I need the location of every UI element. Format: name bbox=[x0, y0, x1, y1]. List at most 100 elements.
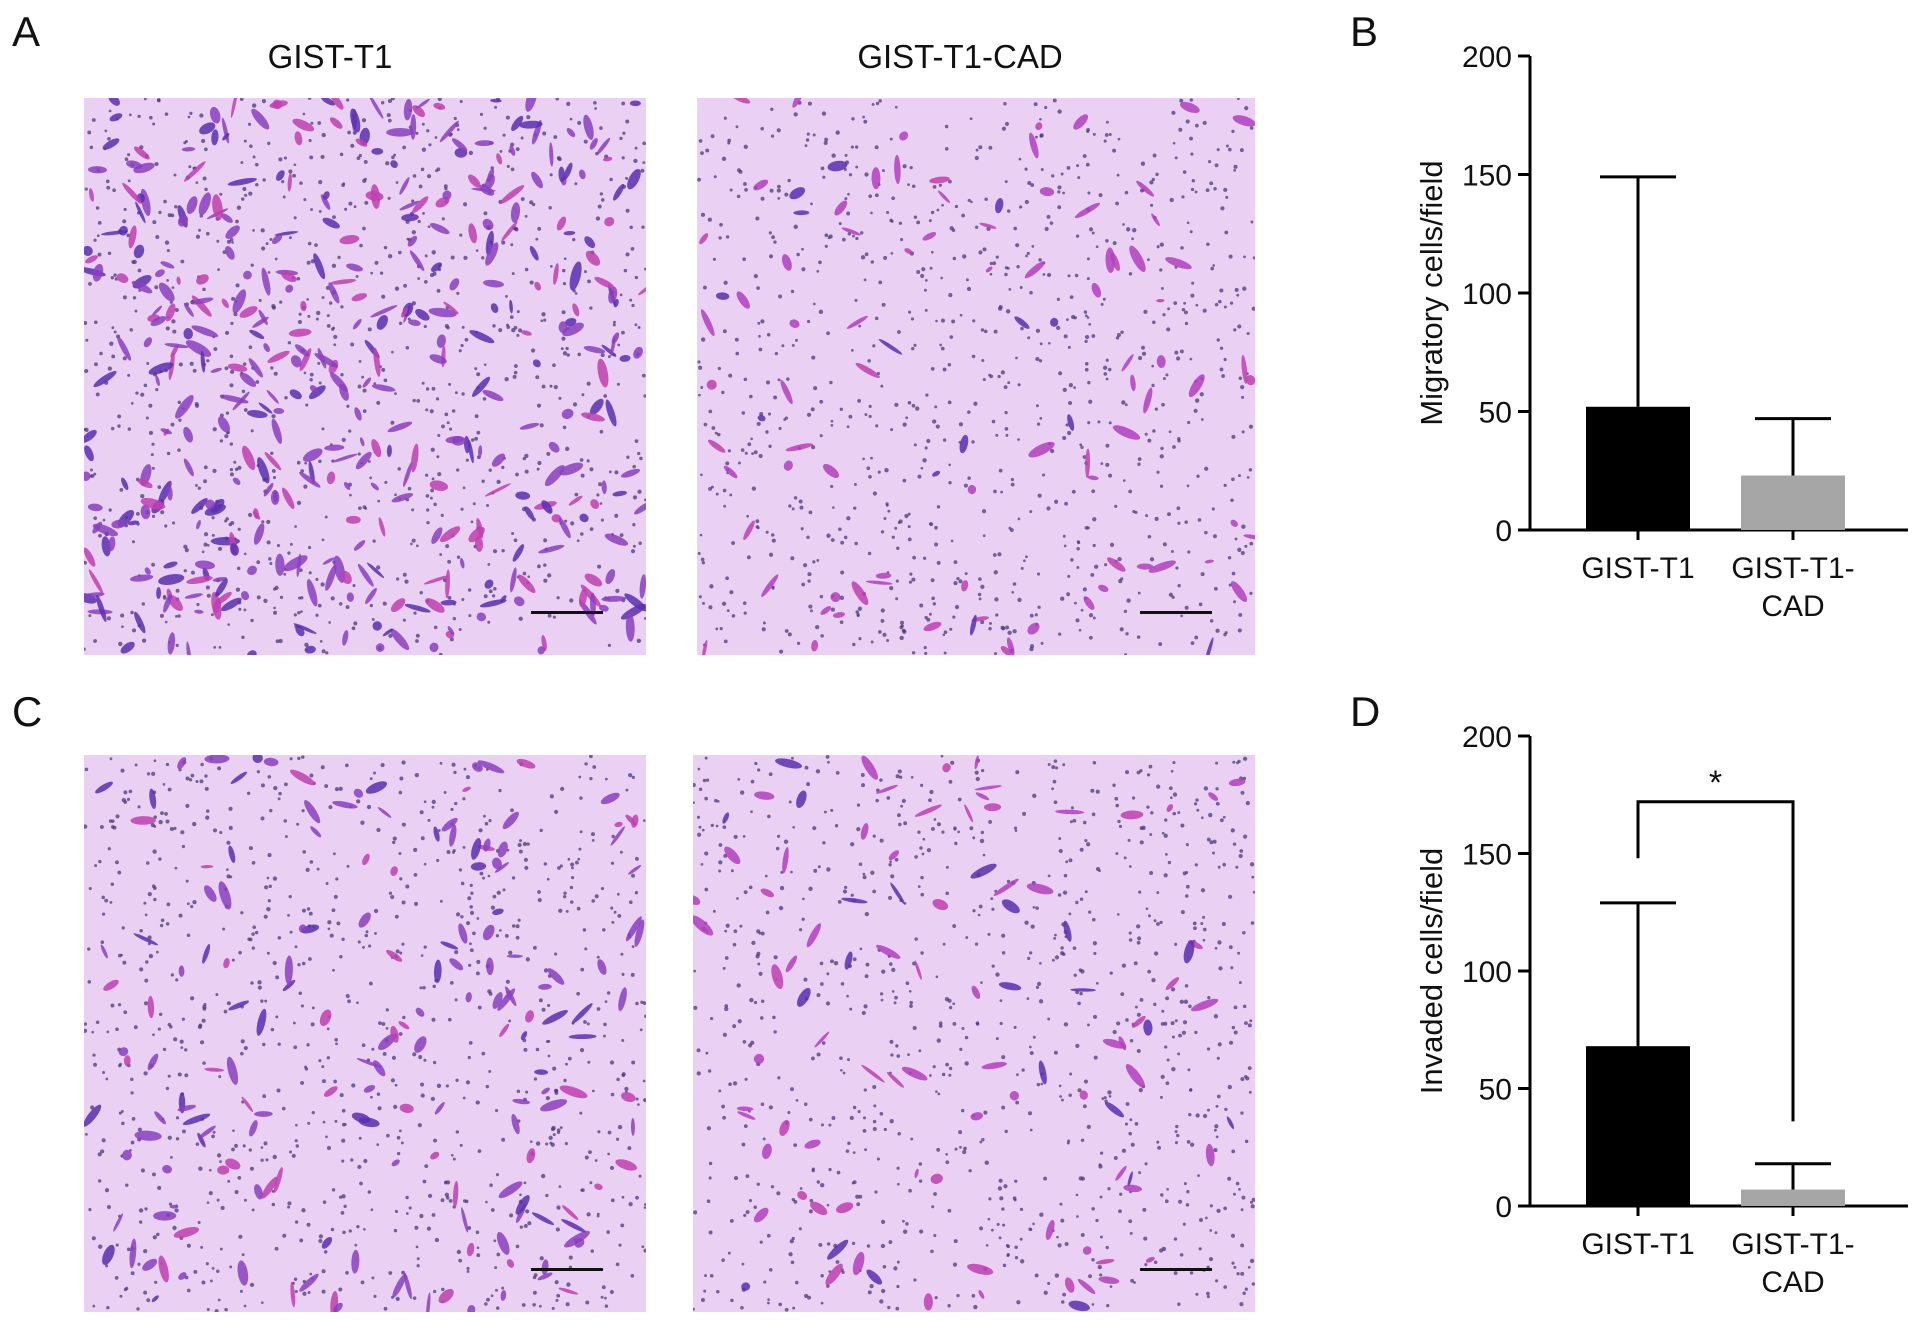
membrane-pore bbox=[784, 192, 789, 197]
membrane-pore bbox=[368, 981, 373, 986]
stained-cell bbox=[524, 506, 535, 520]
membrane-pore bbox=[594, 1159, 598, 1162]
stained-cell bbox=[483, 838, 491, 852]
membrane-pore bbox=[743, 1124, 748, 1128]
membrane-pore bbox=[819, 594, 824, 599]
membrane-pore bbox=[1103, 139, 1107, 143]
membrane-pore bbox=[1091, 489, 1096, 494]
membrane-pore bbox=[821, 1041, 826, 1045]
membrane-pore bbox=[572, 402, 578, 407]
membrane-pore bbox=[346, 404, 350, 408]
membrane-pore bbox=[243, 139, 247, 143]
membrane-pore bbox=[941, 1072, 946, 1077]
membrane-pore bbox=[1082, 1104, 1087, 1109]
membrane-pore bbox=[774, 351, 779, 356]
membrane-pore bbox=[441, 217, 445, 221]
membrane-pore bbox=[134, 763, 138, 767]
membrane-pore bbox=[365, 930, 369, 934]
membrane-pore bbox=[219, 413, 224, 418]
stained-cell bbox=[1029, 132, 1039, 159]
membrane-pore bbox=[942, 942, 946, 946]
stained-cell bbox=[243, 270, 252, 280]
stained-cell bbox=[597, 959, 607, 975]
membrane-pore bbox=[883, 1127, 887, 1132]
stained-cell bbox=[477, 760, 505, 774]
stained-cell bbox=[639, 574, 646, 599]
membrane-pore bbox=[1247, 1066, 1252, 1071]
stained-cell bbox=[322, 557, 335, 565]
membrane-pore bbox=[889, 137, 893, 141]
membrane-pore bbox=[840, 982, 845, 986]
stained-cell bbox=[485, 242, 499, 266]
membrane-pore bbox=[1034, 1273, 1039, 1278]
membrane-pore bbox=[529, 200, 534, 205]
stained-cell bbox=[860, 823, 869, 840]
membrane-pore bbox=[144, 1207, 148, 1211]
membrane-pore bbox=[121, 625, 124, 629]
membrane-pore bbox=[957, 830, 960, 834]
membrane-pore bbox=[555, 1298, 559, 1302]
membrane-pore bbox=[793, 112, 798, 117]
membrane-pore bbox=[297, 611, 301, 615]
stained-cell bbox=[160, 261, 175, 269]
membrane-pore bbox=[832, 506, 835, 509]
membrane-pore bbox=[601, 198, 605, 202]
membrane-pore bbox=[468, 963, 472, 967]
stained-cell bbox=[699, 233, 709, 245]
stained-cell bbox=[358, 912, 371, 928]
membrane-pore bbox=[600, 518, 604, 522]
membrane-pore bbox=[603, 394, 608, 398]
membrane-pore bbox=[885, 502, 889, 506]
membrane-pore bbox=[864, 252, 869, 257]
membrane-pore bbox=[793, 1200, 798, 1204]
membrane-pore bbox=[351, 1083, 356, 1088]
membrane-pore bbox=[852, 234, 855, 238]
membrane-pore bbox=[350, 143, 355, 148]
membrane-pore bbox=[733, 929, 738, 934]
membrane-pore bbox=[260, 1146, 264, 1149]
membrane-pore bbox=[1202, 927, 1207, 932]
membrane-pore bbox=[693, 1005, 698, 1010]
stained-cell bbox=[471, 187, 496, 192]
membrane-pore bbox=[151, 562, 156, 567]
membrane-pore bbox=[1183, 301, 1187, 305]
membrane-pore bbox=[581, 393, 585, 397]
membrane-pore bbox=[844, 197, 848, 201]
column-title-gist-t1-cad: GIST-T1-CAD bbox=[857, 38, 1063, 75]
membrane-pore bbox=[905, 981, 910, 986]
membrane-pore bbox=[234, 467, 239, 472]
membrane-pore bbox=[1229, 1040, 1234, 1045]
membrane-pore bbox=[1108, 421, 1112, 425]
membrane-pore bbox=[1004, 427, 1009, 431]
membrane-pore bbox=[562, 425, 567, 430]
membrane-pore bbox=[629, 225, 633, 230]
membrane-pore bbox=[1231, 1025, 1236, 1030]
membrane-pore bbox=[896, 1054, 901, 1058]
membrane-pore bbox=[857, 606, 863, 611]
membrane-pore bbox=[1231, 434, 1236, 439]
stained-cell bbox=[226, 1056, 239, 1085]
stained-cell bbox=[619, 354, 631, 362]
membrane-pore bbox=[1137, 462, 1141, 466]
membrane-pore bbox=[1175, 356, 1181, 361]
membrane-pore bbox=[524, 214, 528, 218]
membrane-pore bbox=[835, 130, 840, 135]
membrane-pore bbox=[937, 1092, 941, 1096]
membrane-pore bbox=[833, 961, 839, 966]
stained-cell bbox=[1115, 1165, 1127, 1181]
membrane-pore bbox=[350, 342, 355, 347]
membrane-pore bbox=[250, 263, 254, 267]
stained-cell bbox=[459, 557, 465, 569]
membrane-pore bbox=[1189, 230, 1193, 234]
membrane-pore bbox=[1160, 1022, 1165, 1026]
membrane-pore bbox=[1184, 605, 1189, 610]
membrane-pore bbox=[700, 863, 704, 866]
membrane-pore bbox=[400, 1141, 404, 1145]
membrane-pore bbox=[768, 1105, 773, 1110]
membrane-pore bbox=[891, 990, 895, 993]
membrane-pore bbox=[1194, 863, 1198, 867]
stained-cell bbox=[1188, 374, 1205, 398]
membrane-pore bbox=[732, 942, 737, 947]
membrane-pore bbox=[762, 1137, 766, 1141]
membrane-pore bbox=[743, 890, 748, 895]
